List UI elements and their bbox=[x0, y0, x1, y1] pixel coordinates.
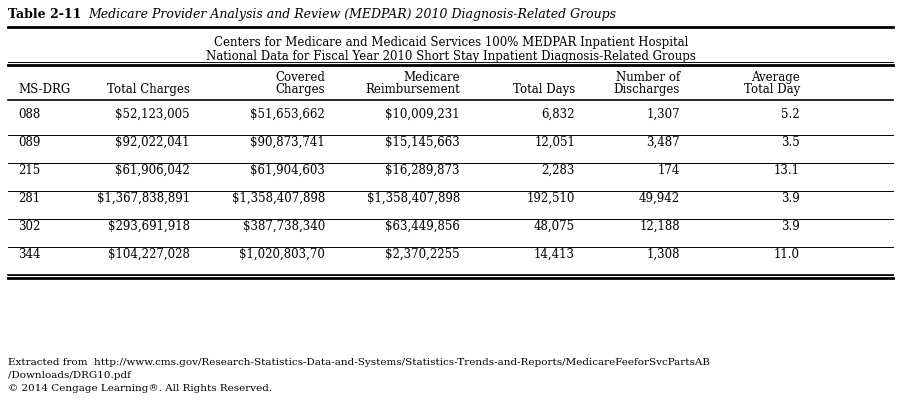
Text: $10,009,231: $10,009,231 bbox=[385, 108, 460, 121]
Text: 12,051: 12,051 bbox=[534, 136, 575, 149]
Text: $1,020,803,70: $1,020,803,70 bbox=[239, 248, 325, 261]
Text: $51,653,662: $51,653,662 bbox=[250, 108, 325, 121]
Text: 192,510: 192,510 bbox=[527, 192, 575, 205]
Text: /Downloads/DRG10.pdf: /Downloads/DRG10.pdf bbox=[8, 371, 131, 380]
Text: 174: 174 bbox=[658, 164, 680, 177]
Text: Total Days: Total Days bbox=[512, 83, 575, 96]
Text: 48,075: 48,075 bbox=[534, 220, 575, 233]
Text: 089: 089 bbox=[18, 136, 41, 149]
Text: $387,738,340: $387,738,340 bbox=[243, 220, 325, 233]
Text: Total Charges: Total Charges bbox=[107, 83, 190, 96]
Text: 14,413: 14,413 bbox=[534, 248, 575, 261]
Text: 5.2: 5.2 bbox=[781, 108, 800, 121]
Text: 088: 088 bbox=[18, 108, 41, 121]
Text: 2,283: 2,283 bbox=[541, 164, 575, 177]
Text: Medicare Provider Analysis and Review (MEDPAR) 2010 Diagnosis-Related Groups: Medicare Provider Analysis and Review (M… bbox=[88, 8, 616, 21]
Text: Centers for Medicare and Medicaid Services 100% MEDPAR Inpatient Hospital: Centers for Medicare and Medicaid Servic… bbox=[214, 36, 688, 49]
Text: $15,145,663: $15,145,663 bbox=[385, 136, 460, 149]
Text: $61,906,042: $61,906,042 bbox=[115, 164, 190, 177]
Text: $293,691,918: $293,691,918 bbox=[108, 220, 190, 233]
Text: 1,307: 1,307 bbox=[647, 108, 680, 121]
Text: 49,942: 49,942 bbox=[639, 192, 680, 205]
Text: 1,308: 1,308 bbox=[647, 248, 680, 261]
Text: 302: 302 bbox=[18, 220, 41, 233]
Text: $61,904,603: $61,904,603 bbox=[250, 164, 325, 177]
Text: $52,123,005: $52,123,005 bbox=[115, 108, 190, 121]
Text: $63,449,856: $63,449,856 bbox=[385, 220, 460, 233]
Text: Table 2-11: Table 2-11 bbox=[8, 8, 81, 21]
Text: $2,370,2255: $2,370,2255 bbox=[385, 248, 460, 261]
Text: $104,227,028: $104,227,028 bbox=[108, 248, 190, 261]
Text: $1,358,407,898: $1,358,407,898 bbox=[232, 192, 325, 205]
Text: Reimbursement: Reimbursement bbox=[365, 83, 460, 96]
Text: Discharges: Discharges bbox=[613, 83, 680, 96]
Text: $92,022,041: $92,022,041 bbox=[115, 136, 190, 149]
Text: MS-DRG: MS-DRG bbox=[18, 83, 70, 96]
Text: Charges: Charges bbox=[275, 83, 325, 96]
Text: 6,832: 6,832 bbox=[541, 108, 575, 121]
Text: $1,367,838,891: $1,367,838,891 bbox=[97, 192, 190, 205]
Text: 215: 215 bbox=[18, 164, 41, 177]
Text: National Data for Fiscal Year 2010 Short Stay Inpatient Diagnosis-Related Groups: National Data for Fiscal Year 2010 Short… bbox=[206, 50, 696, 63]
Text: 3.5: 3.5 bbox=[781, 136, 800, 149]
Text: 12,188: 12,188 bbox=[640, 220, 680, 233]
Text: 13.1: 13.1 bbox=[774, 164, 800, 177]
Text: © 2014 Cengage Learning®. All Rights Reserved.: © 2014 Cengage Learning®. All Rights Res… bbox=[8, 384, 272, 393]
Text: $1,358,407,898: $1,358,407,898 bbox=[367, 192, 460, 205]
Text: 344: 344 bbox=[18, 248, 41, 261]
Text: Covered: Covered bbox=[275, 71, 325, 84]
Text: Medicare: Medicare bbox=[403, 71, 460, 84]
Text: Total Day: Total Day bbox=[744, 83, 800, 96]
Text: 3.9: 3.9 bbox=[781, 192, 800, 205]
Text: Extracted from  http://www.cms.gov/Research-Statistics-Data-and-Systems/Statisti: Extracted from http://www.cms.gov/Resear… bbox=[8, 358, 710, 367]
Text: $90,873,741: $90,873,741 bbox=[250, 136, 325, 149]
Text: $16,289,873: $16,289,873 bbox=[385, 164, 460, 177]
Text: Average: Average bbox=[751, 71, 800, 84]
Text: 281: 281 bbox=[18, 192, 40, 205]
Text: 3,487: 3,487 bbox=[647, 136, 680, 149]
Text: 11.0: 11.0 bbox=[774, 248, 800, 261]
Text: 3.9: 3.9 bbox=[781, 220, 800, 233]
Text: Number of: Number of bbox=[616, 71, 680, 84]
